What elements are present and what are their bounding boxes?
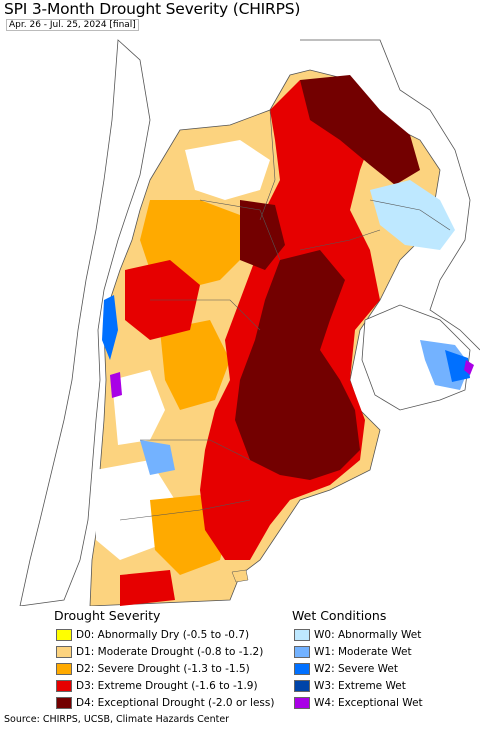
date-range: Apr. 26 - Jul. 25, 2024 [final] — [6, 19, 139, 31]
legend-item-d1: D1: Moderate Drought (-0.8 to -1.2) — [56, 643, 263, 660]
region-w2-andes — [102, 295, 118, 360]
swatch-w3 — [294, 679, 310, 692]
swatch-d1 — [56, 645, 72, 658]
source-credit: Source: CHIRPS, UCSB, Climate Hazards Ce… — [4, 714, 230, 725]
region-w4-uruguay — [464, 360, 474, 375]
legend-label-d1: D1: Moderate Drought (-0.8 to -1.2) — [76, 645, 264, 658]
region-normal-north — [185, 140, 270, 200]
legend-item-d4: D4: Exceptional Drought (-2.0 or less) — [56, 694, 274, 711]
legend-label-w2: W2: Severe Wet — [314, 662, 398, 675]
region-d2-central — [160, 320, 230, 410]
swatch-w1 — [294, 645, 310, 658]
swatch-d4 — [56, 696, 72, 709]
swatch-d3 — [56, 679, 72, 692]
wet-legend-heading: Wet Conditions — [292, 608, 387, 623]
legend-label-w1: W1: Moderate Wet — [314, 645, 412, 658]
legend-item-w3: W3: Extreme Wet — [294, 677, 406, 694]
swatch-w4 — [294, 696, 310, 709]
swatch-w2 — [294, 662, 310, 675]
legend-item-d2: D2: Severe Drought (-1.3 to -1.5) — [56, 660, 250, 677]
swatch-d0 — [56, 628, 72, 641]
region-w0-northeast — [370, 180, 455, 250]
falkland-islands — [231, 569, 249, 583]
swatch-w0 — [294, 628, 310, 641]
chile-outline — [19, 39, 151, 606]
legend-item-d0: D0: Abnormally Dry (-0.5 to -0.7) — [56, 626, 249, 643]
region-w4-andes — [110, 372, 122, 398]
drought-map — [19, 39, 480, 606]
region-normal-west — [112, 370, 165, 445]
province-borders — [119, 109, 451, 521]
legend-item-w2: W2: Severe Wet — [294, 660, 398, 677]
legend-label-d0: D0: Abnormally Dry (-0.5 to -0.7) — [76, 628, 250, 641]
map-title: SPI 3-Month Drought Severity (CHIRPS) — [4, 0, 301, 18]
legend: Drought Severity Wet Conditions D0: Abno… — [0, 606, 480, 712]
swatch-d2 — [56, 662, 72, 675]
region-w1-andes — [140, 440, 175, 475]
legend-label-d2: D2: Severe Drought (-1.3 to -1.5) — [76, 662, 250, 675]
region-d4-core — [235, 250, 360, 480]
legend-label-d3: D3: Extreme Drought (-1.6 to -1.9) — [76, 679, 258, 692]
legend-label-w4: W4: Exceptional Wet — [314, 696, 423, 709]
legend-item-w4: W4: Exceptional Wet — [294, 694, 423, 711]
region-w2-uruguay — [445, 350, 470, 382]
legend-item-w1: W1: Moderate Wet — [294, 643, 412, 660]
region-d3-southwest — [120, 570, 175, 606]
region-d4-west — [240, 200, 285, 270]
legend-item-w0: W0: Abnormally Wet — [294, 626, 421, 643]
drought-legend-heading: Drought Severity — [54, 608, 161, 623]
legend-item-d3: D3: Extreme Drought (-1.6 to -1.9) — [56, 677, 258, 694]
legend-label-d4: D4: Exceptional Drought (-2.0 or less) — [76, 696, 275, 709]
brazil-outline — [300, 39, 480, 351]
region-d4-northeast — [300, 75, 420, 185]
legend-label-w0: W0: Abnormally Wet — [314, 628, 422, 641]
legend-label-w3: W3: Extreme Wet — [314, 679, 406, 692]
